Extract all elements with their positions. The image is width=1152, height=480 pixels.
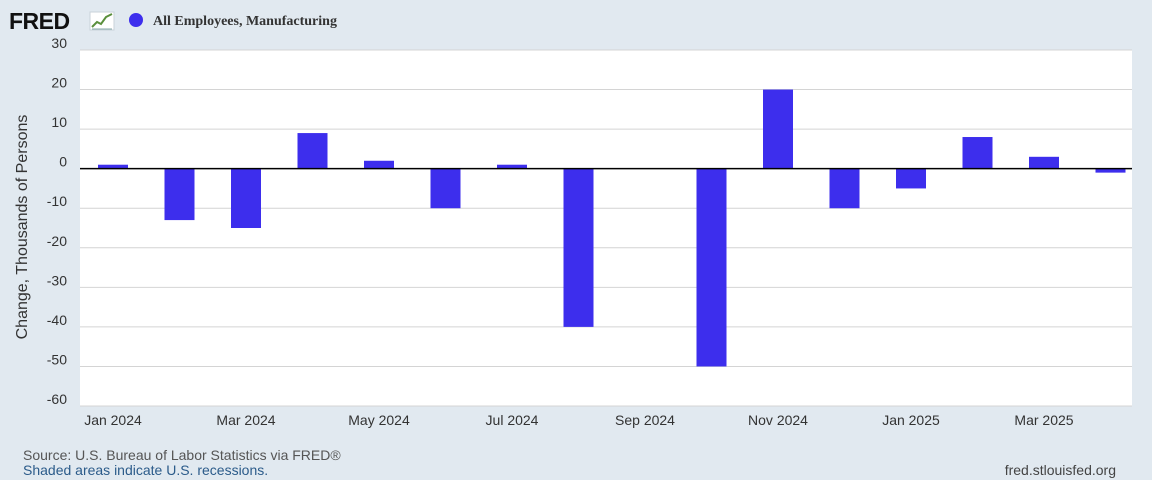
bars (98, 89, 1126, 367)
bar-may-2024[interactable] (364, 160, 394, 169)
bar-aug-2024[interactable] (563, 168, 594, 327)
x-tick-label: Mar 2024 (216, 412, 275, 428)
y-tick-label: 0 (59, 154, 67, 170)
bar-apr-2024[interactable] (297, 133, 328, 169)
bar-jun-2024[interactable] (430, 168, 461, 209)
y-tick-label: -40 (47, 312, 67, 328)
y-axis-ticks: 30 20 10 0 -10 -20 -30 -40 -50 -60 (47, 35, 67, 407)
bar-nov-2024[interactable] (763, 89, 793, 169)
source-note: Source: U.S. Bureau of Labor Statistics … (23, 447, 341, 463)
x-axis-ticks: Jan 2024 Mar 2024 May 2024 Jul 2024 Sep 2024… (84, 412, 1074, 428)
x-tick-label: Jan 2024 (84, 412, 142, 428)
bar-mar-2024[interactable] (231, 168, 261, 228)
bar-oct-2024[interactable] (696, 168, 727, 367)
fred-graph-icon (89, 11, 115, 31)
chart-svg: FRED All Employees, Manufacturing Change… (9, 8, 1132, 428)
x-tick-label: Sep 2024 (615, 412, 675, 428)
site-link[interactable]: fred.stlouisfed.org (1004, 462, 1116, 478)
x-tick-label: May 2024 (348, 412, 410, 428)
y-tick-label: -60 (47, 391, 67, 407)
x-tick-label: Nov 2024 (748, 412, 808, 428)
bar-feb-2024[interactable] (164, 168, 195, 221)
x-tick-label: Jan 2025 (882, 412, 940, 428)
x-tick-label: Jul 2024 (486, 412, 539, 428)
y-tick-label: 10 (51, 114, 67, 130)
legend-label: All Employees, Manufacturing (153, 14, 337, 29)
y-tick-label: -20 (47, 233, 67, 249)
fred-logo[interactable]: FRED (9, 8, 115, 34)
bar-dec-2024[interactable] (829, 168, 860, 209)
legend-marker (129, 13, 143, 27)
bar-apr-2025[interactable] (1095, 168, 1126, 173)
y-tick-label: -50 (47, 351, 67, 367)
bar-jan-2025[interactable] (896, 168, 926, 189)
y-tick-label: 30 (51, 35, 67, 51)
y-axis-label: Change, Thousands of Persons (14, 115, 31, 340)
y-tick-label: 20 (51, 75, 67, 91)
y-tick-label: -10 (47, 193, 67, 209)
bar-mar-2025[interactable] (1029, 156, 1059, 169)
fred-logo-text: FRED (9, 8, 70, 34)
bar-jan-2024[interactable] (98, 164, 128, 169)
y-tick-label: -30 (47, 272, 67, 288)
x-tick-label: Mar 2025 (1014, 412, 1073, 428)
bar-feb-2025[interactable] (962, 137, 993, 169)
bar-jul-2024[interactable] (497, 164, 527, 169)
recession-note[interactable]: Shaded areas indicate U.S. recessions. (23, 462, 269, 478)
